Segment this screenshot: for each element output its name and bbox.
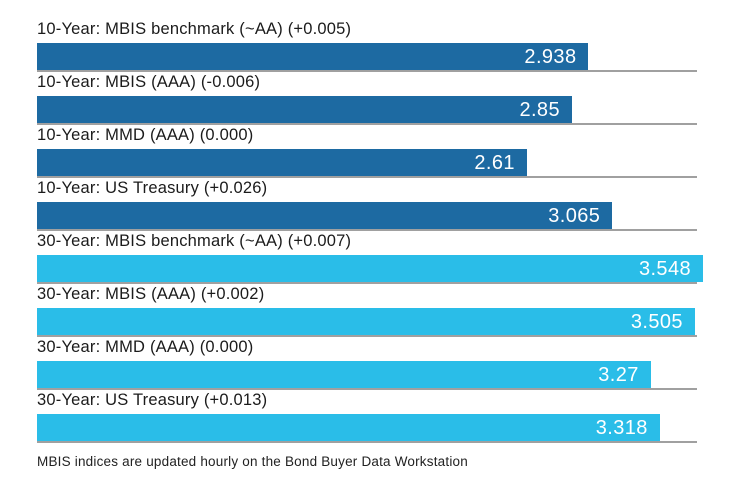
axis-baseline	[37, 282, 697, 284]
bar: 2.61	[37, 149, 527, 176]
axis-baseline	[37, 70, 697, 72]
bar-row: 30-Year: MBIS benchmark (~AA) (+0.007) 3…	[37, 231, 703, 284]
bar-row: 30-Year: MMD (AAA) (0.000) 3.27	[37, 337, 703, 390]
bar-row: 30-Year: US Treasury (+0.013) 3.318	[37, 390, 703, 443]
bar-label: 30-Year: MBIS benchmark (~AA) (+0.007)	[37, 232, 352, 250]
bar: 3.318	[37, 414, 660, 441]
axis-baseline	[37, 123, 697, 125]
bar-label: 10-Year: MBIS (AAA) (-0.006)	[37, 73, 261, 91]
bar-row: 10-Year: MMD (AAA) (0.000) 2.61	[37, 125, 703, 178]
bar-value-label: 3.27	[598, 363, 639, 386]
bar: 3.065	[37, 202, 613, 229]
bar-value-label: 3.065	[548, 204, 601, 227]
bar-label: 30-Year: MBIS (AAA) (+0.002)	[37, 285, 265, 303]
bar: 3.548	[37, 255, 703, 282]
bar-row: 30-Year: MBIS (AAA) (+0.002) 3.505	[37, 284, 703, 337]
axis-baseline	[37, 441, 697, 443]
bar-value-label: 2.61	[474, 151, 515, 174]
bar-value-label: 3.318	[595, 416, 648, 439]
bar: 2.938	[37, 43, 589, 70]
bar-row: 10-Year: MBIS (AAA) (-0.006) 2.85	[37, 72, 703, 125]
axis-baseline	[37, 229, 697, 231]
bar-value-label: 3.505	[630, 310, 683, 333]
bar-label: 30-Year: MMD (AAA) (0.000)	[37, 338, 254, 356]
bar-label: 30-Year: US Treasury (+0.013)	[37, 391, 268, 409]
chart-footnote: MBIS indices are updated hourly on the B…	[37, 454, 468, 469]
bar-row: 10-Year: MBIS benchmark (~AA) (+0.005) 2…	[37, 19, 703, 72]
bar-value-label: 2.938	[524, 45, 577, 68]
bar-label: 10-Year: MBIS benchmark (~AA) (+0.005)	[37, 20, 352, 38]
bar: 3.27	[37, 361, 651, 388]
bar-value-label: 2.85	[519, 98, 560, 121]
bar-chart: 10-Year: MBIS benchmark (~AA) (+0.005) 2…	[37, 19, 703, 443]
axis-baseline	[37, 388, 697, 390]
bar-label: 10-Year: US Treasury (+0.026)	[37, 179, 268, 197]
bar: 3.505	[37, 308, 695, 335]
bar-value-label: 3.548	[638, 257, 691, 280]
bar-row: 10-Year: US Treasury (+0.026) 3.065	[37, 178, 703, 231]
axis-baseline	[37, 176, 697, 178]
bar-label: 10-Year: MMD (AAA) (0.000)	[37, 126, 254, 144]
axis-baseline	[37, 335, 697, 337]
bar: 2.85	[37, 96, 572, 123]
